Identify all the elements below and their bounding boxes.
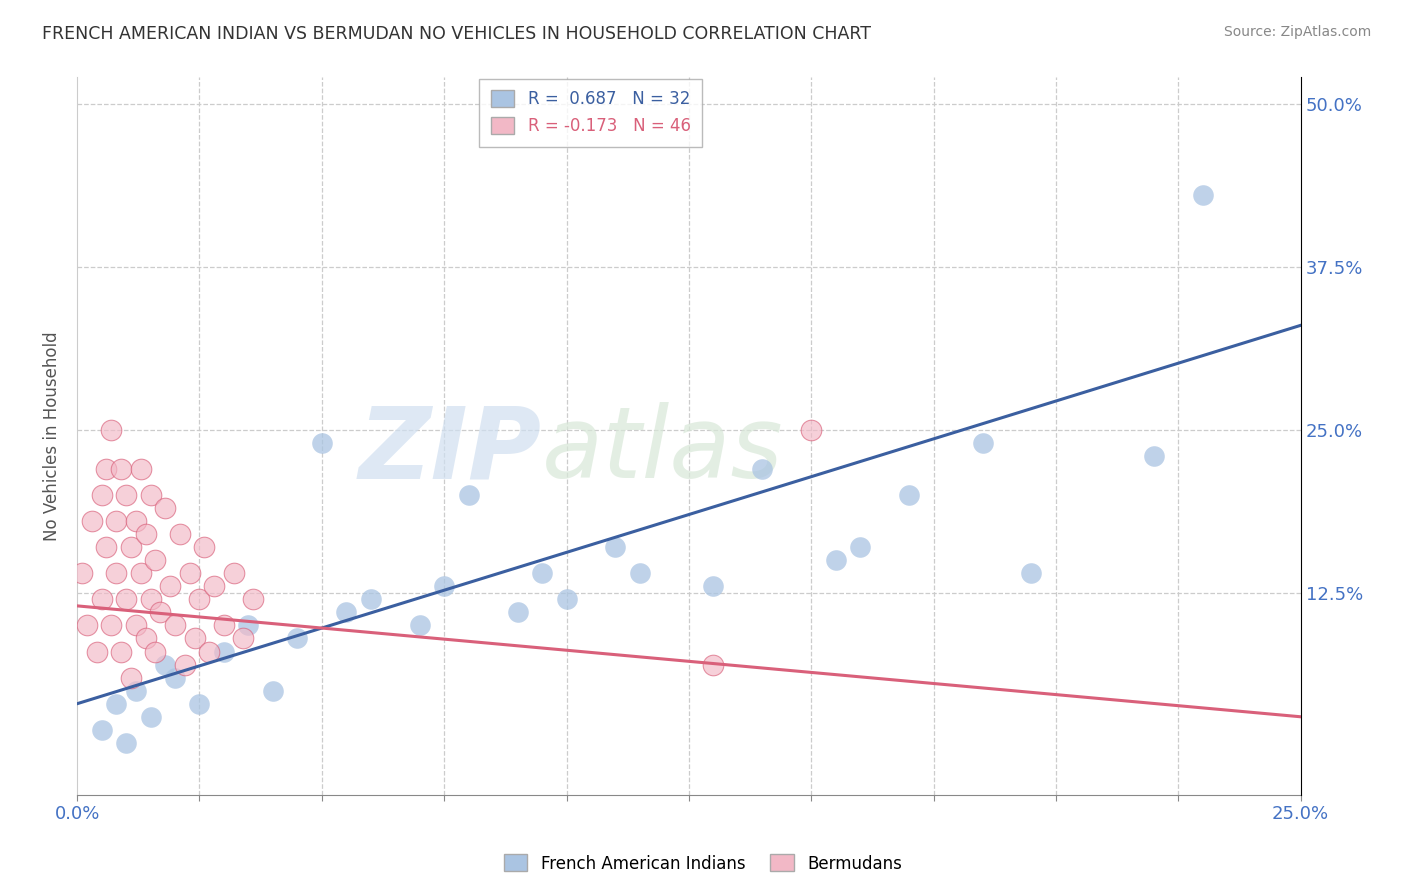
Point [457,488,479,502]
Point [605,540,627,554]
Text: Source: ZipAtlas.com: Source: ZipAtlas.com [1223,25,1371,39]
Point [212,644,235,658]
Point [100,423,122,437]
Point [506,606,529,620]
Point [285,632,308,646]
Point [628,566,651,581]
Point [149,606,172,620]
Point [115,592,138,607]
Point [408,618,430,632]
Point [262,683,284,698]
Point [120,540,142,554]
Point [360,592,382,607]
Point [145,644,167,658]
Point [702,657,724,672]
Point [232,632,254,646]
Point [179,566,201,581]
Point [129,462,152,476]
Y-axis label: No Vehicles in Household: No Vehicles in Household [44,332,60,541]
Point [193,540,215,554]
Point [153,501,176,516]
Point [80,514,103,528]
Point [242,592,264,607]
Point [135,632,157,646]
Point [90,723,112,737]
Point [153,657,176,672]
Point [198,644,221,658]
Point [173,657,195,672]
Point [105,566,128,581]
Point [898,488,921,502]
Point [115,736,138,750]
Point [90,488,112,502]
Point [849,540,872,554]
Point [139,488,162,502]
Point [145,553,167,567]
Text: atlas: atlas [543,402,783,500]
Point [202,579,225,593]
Point [96,540,118,554]
Point [139,592,162,607]
Point [129,566,152,581]
Point [159,579,181,593]
Point [188,697,211,711]
Point [555,592,578,607]
Point [824,553,846,567]
Point [531,566,554,581]
Point [751,462,773,476]
Point [188,592,211,607]
Point [105,514,128,528]
Point [115,488,138,502]
Point [110,462,132,476]
Legend: R =  0.687   N = 32, R = -0.173   N = 46: R = 0.687 N = 32, R = -0.173 N = 46 [479,78,703,146]
Point [96,462,118,476]
Point [335,606,357,620]
Point [125,683,148,698]
Point [86,644,108,658]
Point [163,671,186,685]
Point [100,618,122,632]
Point [76,618,98,632]
Point [169,527,191,541]
Point [972,435,994,450]
Point [800,423,823,437]
Point [120,671,142,685]
Point [105,697,128,711]
Point [1021,566,1043,581]
Point [238,618,260,632]
Point [125,618,148,632]
Point [183,632,205,646]
Point [110,644,132,658]
Point [135,527,157,541]
Text: ZIP: ZIP [359,402,543,500]
Point [433,579,456,593]
Point [222,566,245,581]
Legend: French American Indians, Bermudans: French American Indians, Bermudans [498,847,908,880]
Point [702,579,724,593]
Point [90,592,112,607]
Point [1191,187,1213,202]
Text: FRENCH AMERICAN INDIAN VS BERMUDAN NO VEHICLES IN HOUSEHOLD CORRELATION CHART: FRENCH AMERICAN INDIAN VS BERMUDAN NO VE… [42,25,872,43]
Point [125,514,148,528]
Point [70,566,93,581]
Point [1143,449,1166,463]
Point [311,435,333,450]
Point [163,618,186,632]
Point [212,618,235,632]
Point [139,710,162,724]
